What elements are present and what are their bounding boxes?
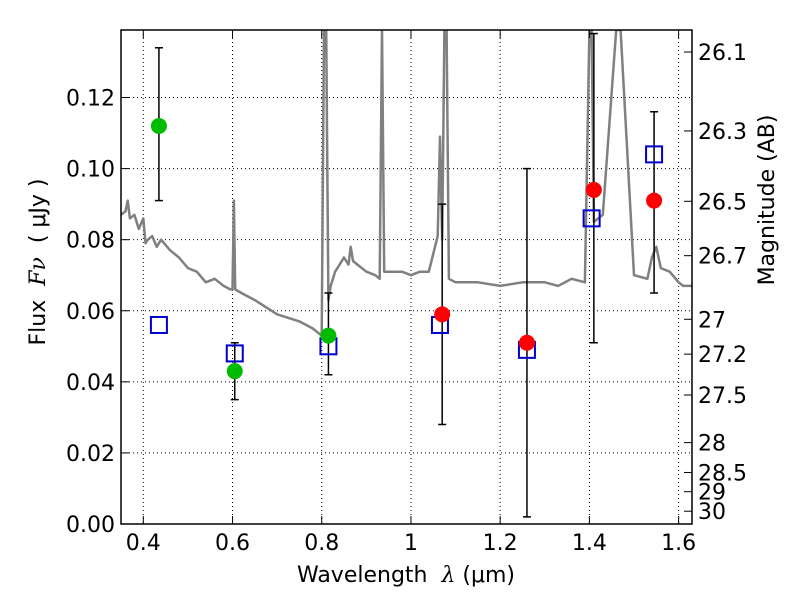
sed-model-line xyxy=(121,30,692,337)
x-tick-label: 0.8 xyxy=(304,531,339,556)
mag-tick-label: 26.3 xyxy=(698,120,747,145)
ticks: 0.4 0.6 0.8 1 1.2 1.4 1.6 0.00 0.02 0.04 0.06 0.08 0… xyxy=(66,30,747,556)
mag-tick-label: 26.7 xyxy=(698,245,747,270)
sed-path xyxy=(121,30,692,337)
y-tick-label: 0.06 xyxy=(66,300,115,325)
green-point xyxy=(150,117,167,134)
x-axis-title: Wavelength λ (μm) xyxy=(297,563,515,588)
y-tick-label: 0.00 xyxy=(66,513,115,538)
x-tick-label: 1.2 xyxy=(483,531,518,556)
mag-tick-label: 26.1 xyxy=(698,41,747,66)
green-point xyxy=(320,327,337,344)
data-points xyxy=(149,117,664,380)
x-tick-label: 1.4 xyxy=(572,531,607,556)
blue-square-marker xyxy=(645,145,664,164)
axes-frame xyxy=(120,29,693,525)
y-tick-label: 0.08 xyxy=(66,229,115,254)
red-point xyxy=(646,192,663,209)
mag-tick-label: 27 xyxy=(698,308,726,333)
green-point xyxy=(226,363,243,380)
blue-square-marker xyxy=(582,209,601,228)
red-point xyxy=(585,181,602,198)
x-tick-label: 1 xyxy=(404,531,418,556)
y2-axis-title: Magnitude (AB) xyxy=(755,115,780,286)
y-tick-label: 0.12 xyxy=(66,87,115,112)
x-tick-label: 0.6 xyxy=(215,531,250,556)
y-tick-label: 0.04 xyxy=(66,371,115,396)
mag-tick-label: 28 xyxy=(698,432,726,457)
plot-frame xyxy=(120,29,693,525)
mag-tick-label: 28.5 xyxy=(698,461,747,486)
mag-tick-label: 30 xyxy=(698,500,726,525)
y-axis-title: Flux Fν ( μJy ) xyxy=(26,178,51,345)
blue-square-marker xyxy=(149,315,168,334)
mag-tick-label: 27.2 xyxy=(698,343,747,368)
y-tick-label: 0.02 xyxy=(66,442,115,467)
mag-tick-label: 27.5 xyxy=(698,384,747,409)
blue-square-marker xyxy=(225,344,244,363)
red-point xyxy=(518,334,535,351)
red-point xyxy=(434,306,451,323)
x-tick-label: 1.6 xyxy=(661,531,696,556)
x-tick-label: 0.4 xyxy=(126,531,161,556)
y-tick-label: 0.10 xyxy=(66,158,115,183)
mag-tick-label: 26.5 xyxy=(698,190,747,215)
mag-tick-label: 29 xyxy=(698,481,726,506)
